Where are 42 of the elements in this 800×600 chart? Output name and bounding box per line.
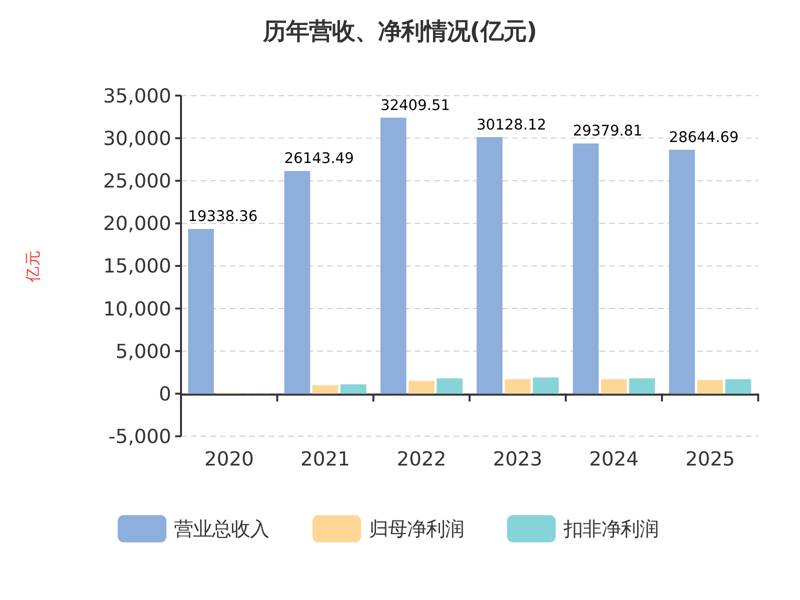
bar [725,379,752,394]
data-label: 28644.69 [669,128,739,146]
y-tick-label: -5,000 [108,425,172,448]
y-tick-label: 35,000 [103,84,172,108]
legend-label: 营业总收入 [174,518,270,541]
x-tick-label: 2020 [204,447,254,470]
y-tick-label: 5,000 [116,340,172,363]
legend-label: 归母净利润 [368,518,464,541]
x-tick-label: 2021 [300,447,350,470]
bar [629,378,655,394]
data-label: 32409.51 [380,96,450,114]
data-label: 26143.49 [284,150,354,168]
y-tick-label: 20,000 [103,212,172,236]
x-tick-label: 2024 [589,447,639,470]
bar [188,228,214,394]
bar [532,378,559,394]
data-label: 29379.81 [572,122,642,140]
bar [380,118,406,394]
bar [408,380,434,394]
y-tick-label: 10,000 [103,297,172,320]
bar [312,385,338,394]
y-axis-title: 亿元 [24,250,42,283]
bar [504,379,531,394]
x-tick-label: 2025 [685,447,735,470]
y-tick-label: 0 [158,382,172,406]
bar [572,143,599,394]
bar [284,171,310,394]
y-tick-label: 15,000 [103,254,172,278]
bar [697,380,724,394]
data-label: 30128.12 [476,116,546,134]
bar [476,137,503,394]
bar [340,384,366,394]
bar [669,150,695,394]
y-tick-label: 25,000 [103,170,172,193]
bar [436,378,463,394]
chart-title: 历年营收、净利情况(亿元) [262,17,538,46]
data-label: 19338.36 [188,208,258,226]
x-tick-label: 2023 [492,447,542,470]
x-tick-label: 2022 [396,447,446,470]
legend-label: 扣非净利润 [562,518,659,541]
y-tick-label: 30,000 [103,126,172,150]
bar [600,379,627,394]
